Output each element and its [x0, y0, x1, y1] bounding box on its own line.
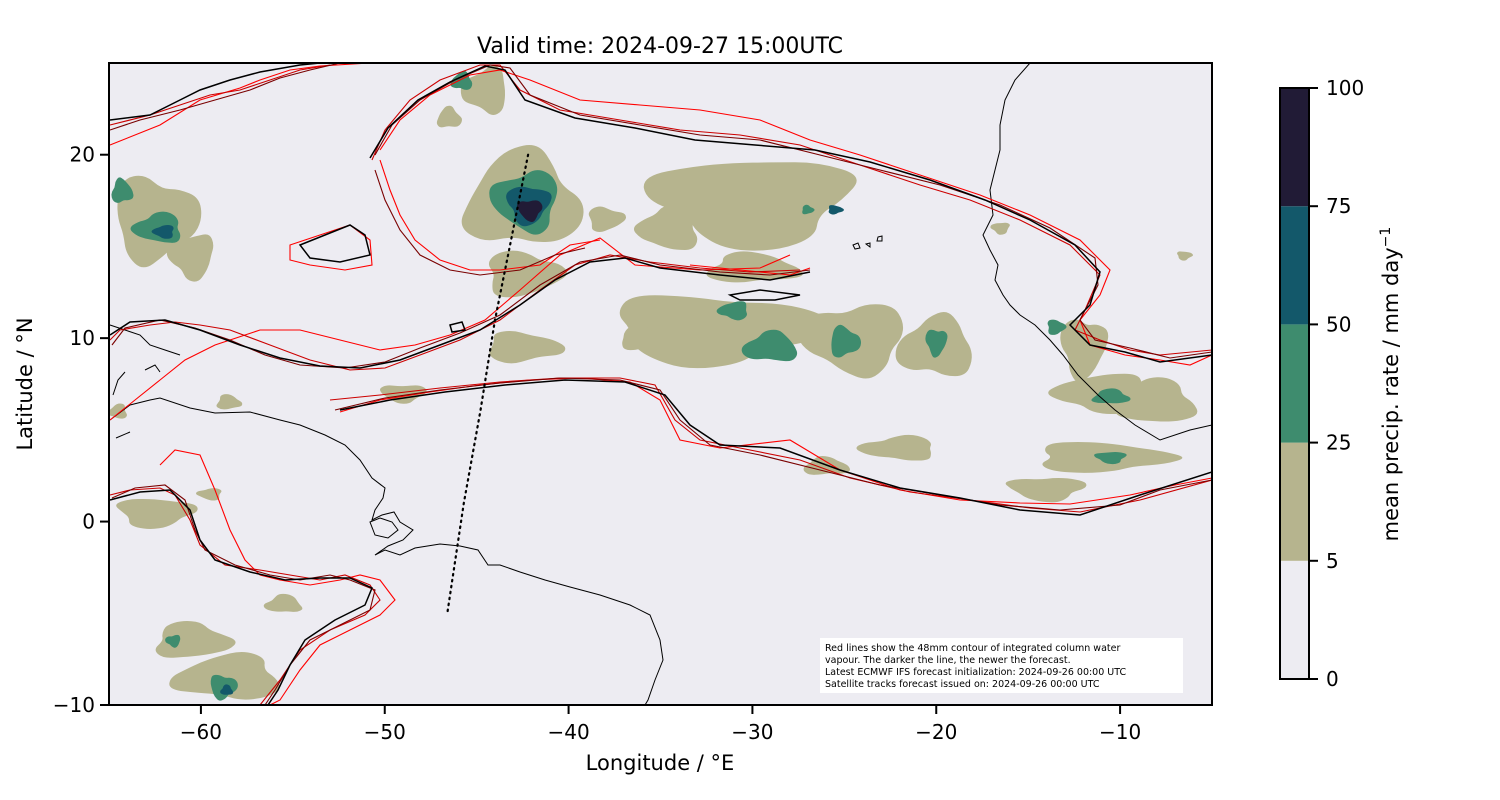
- coastline-south-america: [109, 397, 664, 705]
- colorbar-tick-label: 50: [1326, 312, 1351, 336]
- colorbar-tick-label: 5: [1326, 549, 1339, 573]
- y-tick-label: 20: [70, 143, 95, 167]
- colorbar-band: [1280, 442, 1309, 561]
- precip-cell: [263, 593, 303, 612]
- precip-cell: [925, 329, 948, 358]
- x-axis-label: Longitude / °E: [586, 751, 735, 775]
- precip-cell: [1091, 388, 1131, 404]
- x-tick-label: −60: [180, 720, 222, 744]
- colorbar-band: [1280, 88, 1309, 207]
- colorbar-band: [1280, 324, 1309, 443]
- colorbar-band: [1280, 560, 1309, 679]
- colorbar-tick-label: 100: [1326, 76, 1364, 100]
- precip-cell: [436, 105, 462, 128]
- precip-cell: [111, 177, 134, 203]
- precip-cell: [460, 65, 506, 116]
- coastline-island-marajo: [369, 517, 399, 539]
- y-tick-label: −10: [53, 693, 95, 717]
- annotation-line-1: Red lines show the 48mm contour of integ…: [825, 643, 1120, 654]
- x-tick-label: −10: [1099, 720, 1141, 744]
- iwv-contour-newer: [109, 63, 1212, 705]
- precip-cell: [151, 225, 174, 239]
- y-axis-ticks: −10 0 10 20: [53, 143, 109, 717]
- satellite-track: [446, 153, 530, 615]
- precip-cell: [643, 162, 857, 251]
- coastline-cape-verde: [852, 235, 883, 250]
- precip-cell: [165, 634, 181, 648]
- precip-cell: [1005, 478, 1087, 503]
- x-tick-label: −40: [547, 720, 589, 744]
- colorbar-frame: [1279, 87, 1310, 680]
- precip-cell: [741, 329, 798, 362]
- map-frame: [108, 62, 1213, 706]
- precip-cell: [706, 251, 803, 283]
- precip-cell: [802, 204, 815, 215]
- x-tick-label: −30: [731, 720, 773, 744]
- map-panel: Red lines show the 48mm contour of integ…: [109, 63, 1212, 705]
- precip-cell: [1048, 373, 1142, 415]
- precip-cell: [1115, 377, 1198, 422]
- colorbar-band: [1280, 206, 1309, 325]
- y-tick-label: 10: [70, 326, 95, 350]
- precip-cell: [517, 200, 543, 223]
- precip-cell: [619, 295, 836, 369]
- precip-cell: [169, 651, 280, 700]
- x-tick-label: −20: [915, 720, 957, 744]
- annotation-line-4: Satellite tracks forecast issued on: 202…: [825, 679, 1100, 690]
- x-axis-ticks: −60 −50 −40 −30 −20 −10: [180, 705, 1141, 744]
- y-axis-label: Latitude / °N: [13, 317, 37, 450]
- precip-field: [109, 65, 1198, 701]
- precip-cell: [450, 70, 473, 90]
- precip-cell: [856, 434, 931, 461]
- precip-cell: [588, 206, 626, 232]
- precip-cell: [216, 394, 243, 410]
- precip-cell: [489, 330, 566, 364]
- precip-cell: [109, 403, 127, 419]
- coastline-caribbean: [109, 324, 181, 439]
- annotation-line-3: Latest ECMWF IFS forecast initialization…: [825, 667, 1126, 678]
- coastline-west-africa: [982, 63, 1212, 441]
- annotation-background: [820, 638, 1183, 693]
- coastlines: [109, 63, 1212, 705]
- colorbar: 0 5 25 50 75 100: [1279, 76, 1364, 691]
- figure-title: Valid time: 2024-09-27 15:00UTC: [477, 34, 843, 59]
- precip-cell: [166, 234, 214, 282]
- precip-cell: [990, 222, 1010, 235]
- precip-cell: [1047, 319, 1067, 335]
- iwv-contour-latest: [109, 63, 1212, 705]
- precip-cell: [220, 684, 234, 695]
- annotation-line-2: vapour. The darker the line, the newer t…: [825, 655, 1071, 666]
- colorbar-tick-label: 25: [1326, 431, 1351, 455]
- precip-cell: [116, 498, 198, 529]
- precip-cell: [1060, 319, 1109, 382]
- precip-cell: [622, 324, 668, 351]
- precip-cell: [633, 204, 698, 251]
- precip-cell: [716, 301, 747, 321]
- colorbar-tick-label: 75: [1326, 194, 1351, 218]
- precip-cell: [1094, 452, 1127, 465]
- colorbar-tick-label: 0: [1326, 667, 1339, 691]
- colorbar-label: mean precip. rate / mm day−1: [1378, 227, 1403, 542]
- annotation-box: Red lines show the 48mm contour of integ…: [820, 638, 1183, 693]
- y-tick-label: 0: [82, 510, 95, 534]
- iwv-contours: [109, 63, 1212, 705]
- precip-cell: [831, 324, 861, 358]
- precip-cell: [155, 621, 236, 658]
- precip-cell: [828, 205, 844, 215]
- x-tick-label: −50: [364, 720, 406, 744]
- precip-cell: [1177, 251, 1194, 261]
